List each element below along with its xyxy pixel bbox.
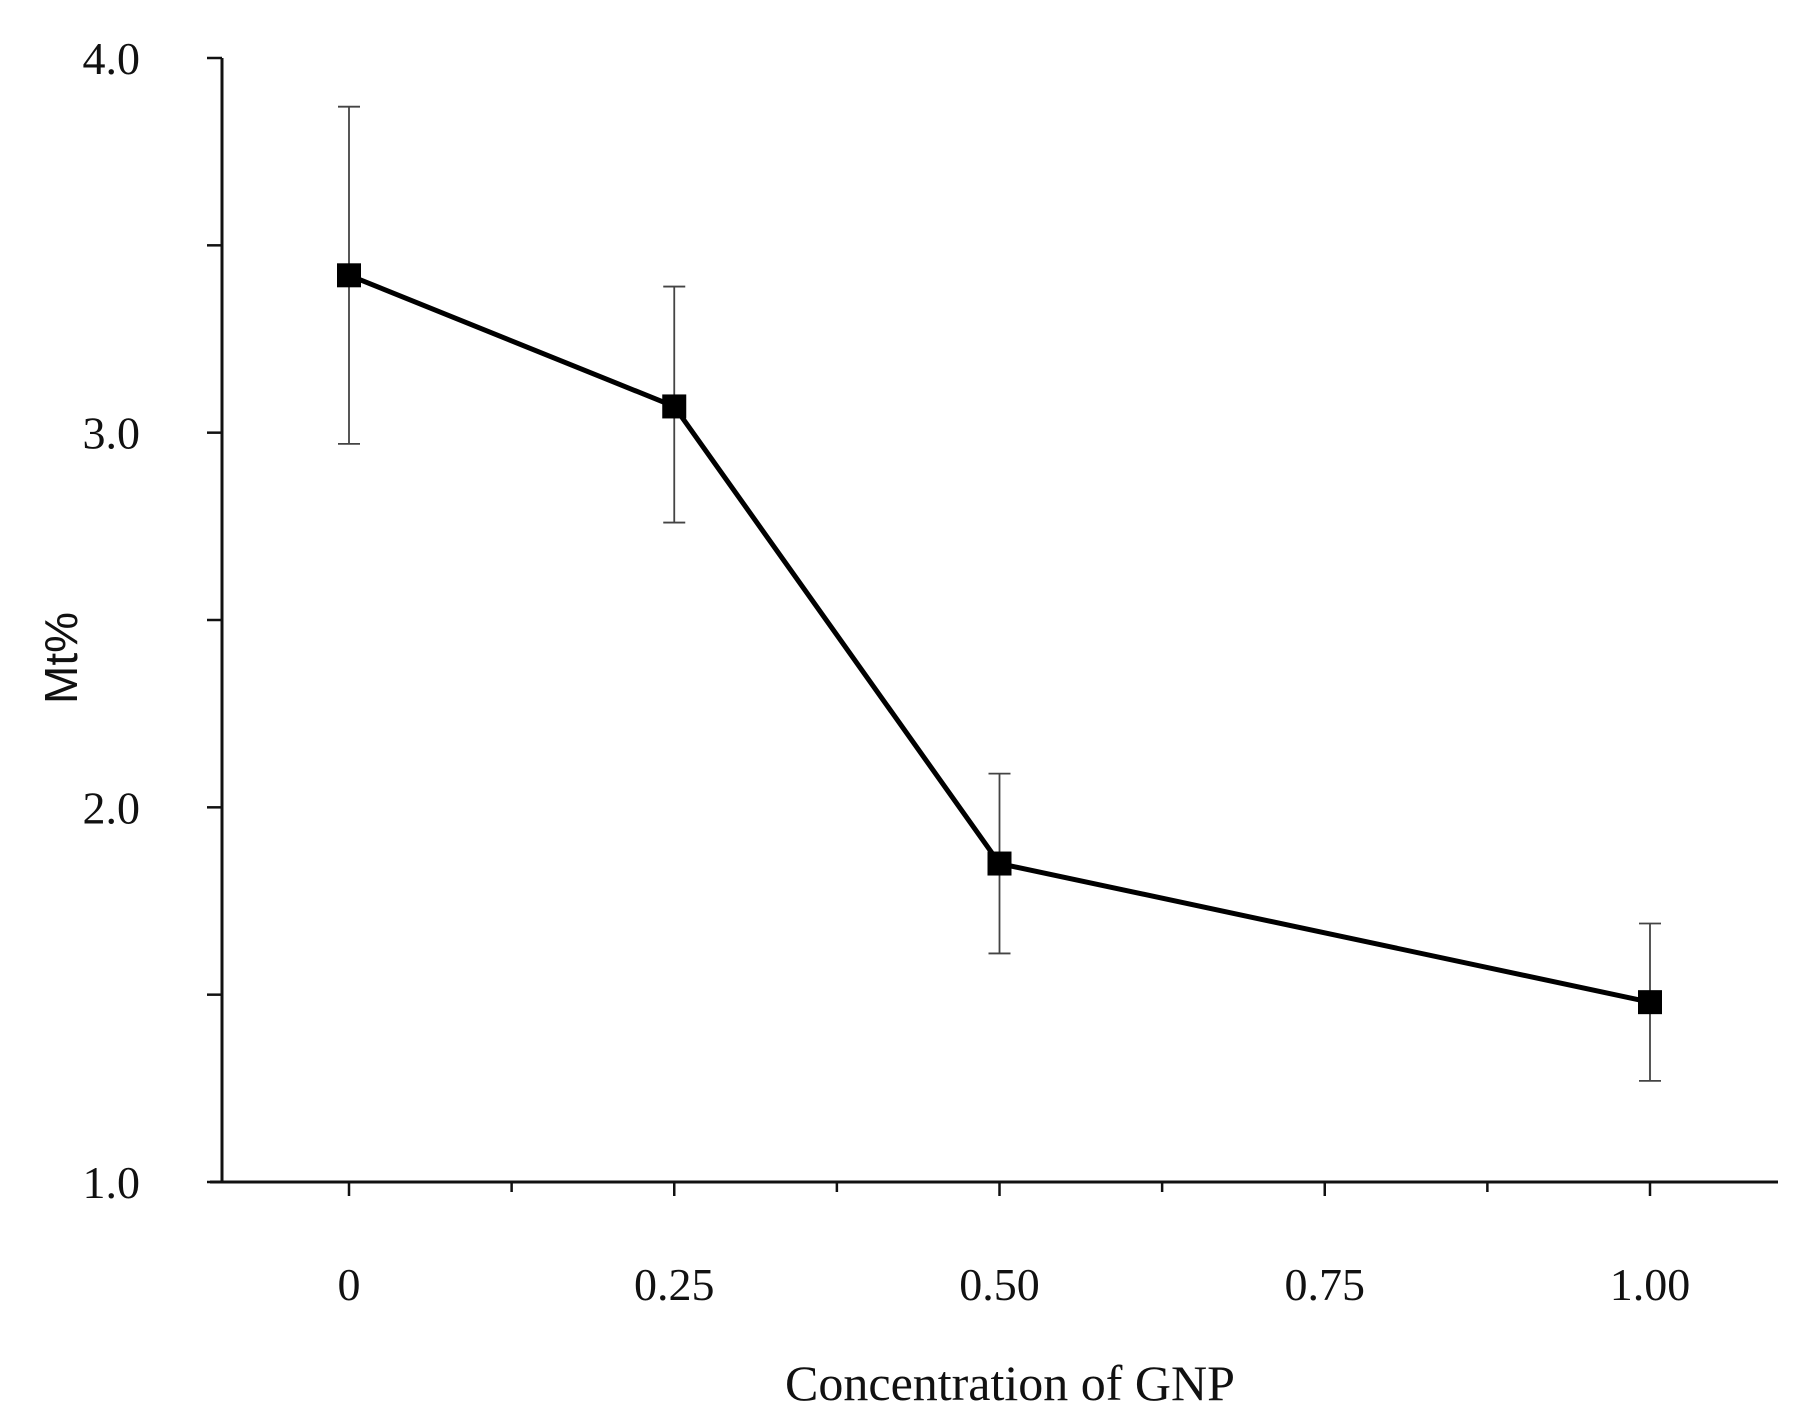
y-axis-title: Mt% [35,612,87,704]
x-tick-label: 0.75 [1285,1259,1366,1310]
x-tick-label: 0.25 [634,1259,715,1310]
data-point-marker [662,394,687,419]
y-tick-label: 1.0 [83,1157,141,1208]
plot-area [337,105,1662,1082]
data-point-marker [987,851,1012,876]
y-axis: 1.0 2.0 3.0 4.0 [83,33,224,1208]
series-line [348,272,1651,1005]
y-tick-label: 4.0 [83,33,141,84]
x-axis: 0 0.25 0.50 0.75 1.00 [210,1180,1778,1310]
x-tick-label: 0 [338,1259,361,1310]
x-tick-label: 1.00 [1610,1259,1691,1310]
x-tick-label: 0.50 [959,1259,1040,1310]
y-tick-label: 2.0 [83,782,141,833]
y-tick-label: 3.0 [83,408,141,459]
data-point-marker [337,263,361,288]
data-point-marker [1638,990,1662,1015]
x-axis-title: Concentration of GNP [785,1355,1235,1411]
